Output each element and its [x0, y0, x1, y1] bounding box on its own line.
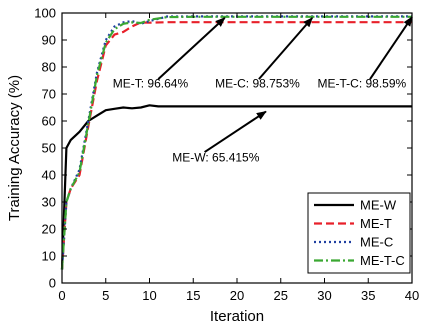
legend-box [307, 192, 411, 274]
x-tick-label: 25 [274, 288, 288, 303]
annotation-label: ME-T: 96.64% [113, 76, 189, 90]
legend-label: ME-T [360, 216, 392, 231]
annotation-arrow [157, 17, 226, 80]
x-axis-title: Iteration [210, 308, 264, 325]
y-tick-label: 20 [42, 222, 56, 237]
x-tick-label: 15 [186, 288, 200, 303]
legend-label: ME-C [360, 235, 393, 250]
y-tick-label: 60 [42, 114, 56, 129]
x-tick-label: 0 [58, 288, 65, 303]
x-tick-label: 10 [142, 288, 156, 303]
annotation-label: ME-C: 98.753% [215, 76, 300, 90]
x-tick-label: 35 [361, 288, 375, 303]
x-tick-label: 5 [102, 288, 109, 303]
y-axis-title: Training Accuracy (%) [6, 75, 23, 221]
series-line-me-w [60, 104, 412, 270]
y-tick-label: 80 [42, 60, 56, 75]
y-tick-label: 70 [42, 87, 56, 102]
annotation-label: ME-W: 65.415% [172, 151, 259, 165]
series-line-me-t-c [60, 15, 412, 270]
y-tick-label: 10 [42, 249, 56, 264]
y-tick-label: 30 [42, 195, 56, 210]
x-tick-label: 20 [230, 288, 244, 303]
y-tick-label: 100 [34, 6, 56, 21]
x-tick-label: 30 [317, 288, 331, 303]
y-tick-label: 40 [42, 168, 56, 183]
legend-label: ME-W [360, 198, 397, 213]
series-line-me-t [60, 21, 412, 270]
y-tick-label: 0 [49, 276, 56, 291]
annotation-arrow [258, 17, 314, 80]
y-tick-label: 50 [42, 141, 56, 156]
y-tick-label: 90 [42, 33, 56, 48]
tick-layer: 0 5 10 15 20 25 30 35 40 0 10 20 30 40 50 60 70 80 90 100 [34, 6, 419, 304]
annotation-arrow [369, 16, 413, 80]
legend-label: ME-T-C [360, 253, 405, 268]
x-tick-label: 40 [405, 288, 419, 303]
series-layer [60, 15, 412, 270]
annotation-label: ME-T-C: 98.59% [318, 76, 407, 90]
legend: ME-W ME-T ME-C ME-T-C [307, 192, 411, 274]
annotation-layer: ME-T: 96.64% ME-C: 98.753% ME-T-C: 98.59% M… [113, 16, 413, 165]
annotation-arrow [204, 110, 267, 153]
